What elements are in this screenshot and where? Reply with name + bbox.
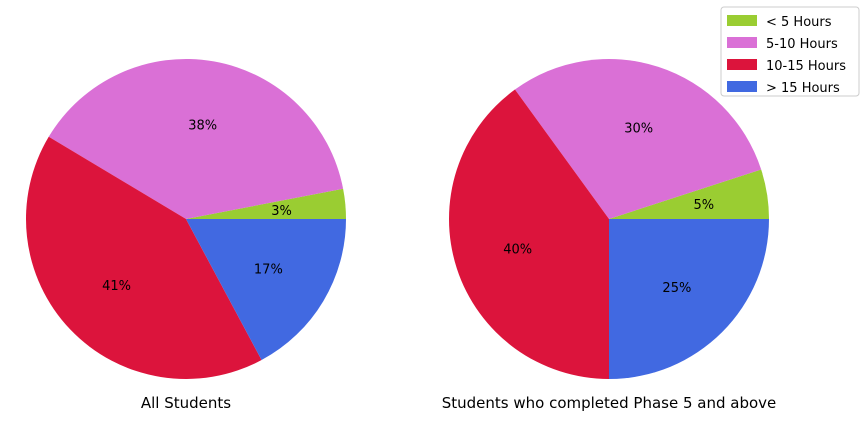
legend-box: [720, 6, 860, 97]
pie-label-5-10: 38%: [188, 118, 217, 133]
legend-swatch-5-10: [727, 37, 757, 48]
pie-label-5-10: 30%: [624, 122, 653, 137]
legend-swatch-lt5: [727, 15, 757, 26]
chart-title-phase5: Students who completed Phase 5 and above: [442, 394, 777, 412]
pie-slice-10-15: [448, 89, 609, 379]
chart-title-all-students: All Students: [141, 394, 231, 412]
legend-label-lt5: < 5 Hours: [766, 15, 832, 30]
legend-label-5-10: 5-10 Hours: [766, 37, 838, 52]
pie-slice-gt15: [186, 219, 346, 361]
pie-slice-lt5: [609, 169, 769, 219]
pie-slice-gt15: [609, 219, 769, 379]
pie-label-10-15: 41%: [102, 279, 131, 294]
pie-label-gt15: 17%: [254, 262, 283, 277]
pie-chart-phase5: 5% 30% 40% 25%: [448, 58, 769, 379]
legend: < 5 Hours 5-10 Hours 10-15 Hours > 15 Ho…: [720, 6, 860, 97]
pie-label-gt15: 25%: [662, 281, 691, 296]
pie-chart-all-students: 3% 38% 41% 17%: [26, 58, 346, 380]
pie-slice-5-10: [514, 58, 762, 220]
legend-label-10-15: 10-15 Hours: [766, 59, 846, 74]
legend-swatch-gt15: [727, 81, 757, 92]
legend-label-gt15: > 15 Hours: [766, 81, 840, 96]
pie-label-lt5: 3%: [271, 204, 292, 219]
pie-label-lt5: 5%: [694, 198, 715, 213]
pie-slice-10-15: [26, 136, 262, 380]
pie-slice-5-10: [48, 58, 344, 219]
legend-swatch-10-15: [727, 59, 757, 70]
pie-slice-lt5: [186, 188, 346, 219]
pie-label-10-15: 40%: [503, 243, 532, 258]
